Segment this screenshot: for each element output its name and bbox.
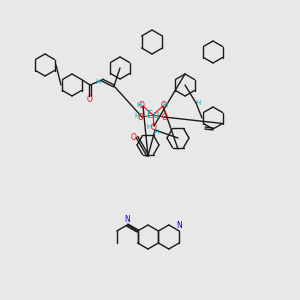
- Text: O: O: [131, 133, 137, 142]
- Text: O: O: [138, 112, 144, 122]
- Text: Eu: Eu: [147, 110, 159, 120]
- Text: N: N: [176, 221, 182, 230]
- Text: O: O: [139, 101, 145, 110]
- Text: O: O: [151, 122, 157, 131]
- Text: O: O: [87, 94, 93, 103]
- Text: H: H: [162, 102, 168, 108]
- Text: H: H: [95, 79, 101, 85]
- Text: H: H: [136, 102, 142, 108]
- Text: H: H: [195, 100, 201, 106]
- Text: O: O: [162, 112, 168, 122]
- Text: O: O: [161, 101, 167, 110]
- Text: H: H: [146, 124, 152, 130]
- Text: H: H: [153, 129, 159, 135]
- Text: H: H: [134, 113, 140, 119]
- Text: N: N: [124, 215, 130, 224]
